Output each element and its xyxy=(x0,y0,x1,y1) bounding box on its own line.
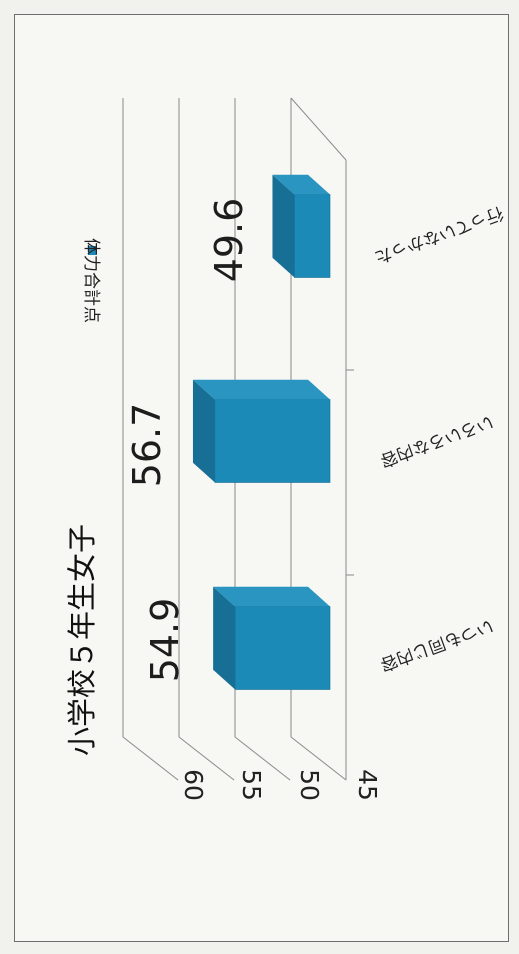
bar-1 xyxy=(213,586,331,690)
bar-3 xyxy=(272,174,331,278)
category-label-3: 行っていなかった xyxy=(372,202,506,267)
value-label-2: 56.7 xyxy=(125,403,169,488)
legend-marker xyxy=(88,246,97,255)
bar-top-3 xyxy=(272,174,295,278)
bar-top-1 xyxy=(213,586,236,690)
bar-front-1 xyxy=(234,606,331,690)
bar-side-2 xyxy=(192,379,330,400)
bar-2 xyxy=(192,379,331,483)
gridline-diagonal-2 xyxy=(178,736,235,781)
gridline-diagonal-3 xyxy=(122,736,179,781)
y-tick-55: 55 xyxy=(237,769,266,801)
bar-front-2 xyxy=(214,399,331,483)
legend-label: 体力合計点 xyxy=(81,238,101,323)
bar-side-1 xyxy=(213,586,330,607)
value-label-3: 49.6 xyxy=(207,198,251,283)
bar-side-3 xyxy=(272,174,330,195)
y-tick-60: 60 xyxy=(179,769,208,801)
category-label-1: いつも同じ内容 xyxy=(377,615,496,674)
chart-title: 小学校５年生女子 xyxy=(65,524,99,756)
y-tick-45: 45 xyxy=(353,769,382,801)
category-label-2: いろいろな内容 xyxy=(377,411,496,470)
gridline-diagonal-1 xyxy=(234,736,291,781)
bar-top-2 xyxy=(192,379,215,483)
y-tick-50: 50 xyxy=(295,769,324,801)
value-label-1: 54.9 xyxy=(143,598,187,683)
bars xyxy=(192,174,331,690)
gridline-diagonal-0 xyxy=(290,736,347,781)
floor-back-edge xyxy=(290,97,347,161)
bar-front-3 xyxy=(294,194,331,278)
